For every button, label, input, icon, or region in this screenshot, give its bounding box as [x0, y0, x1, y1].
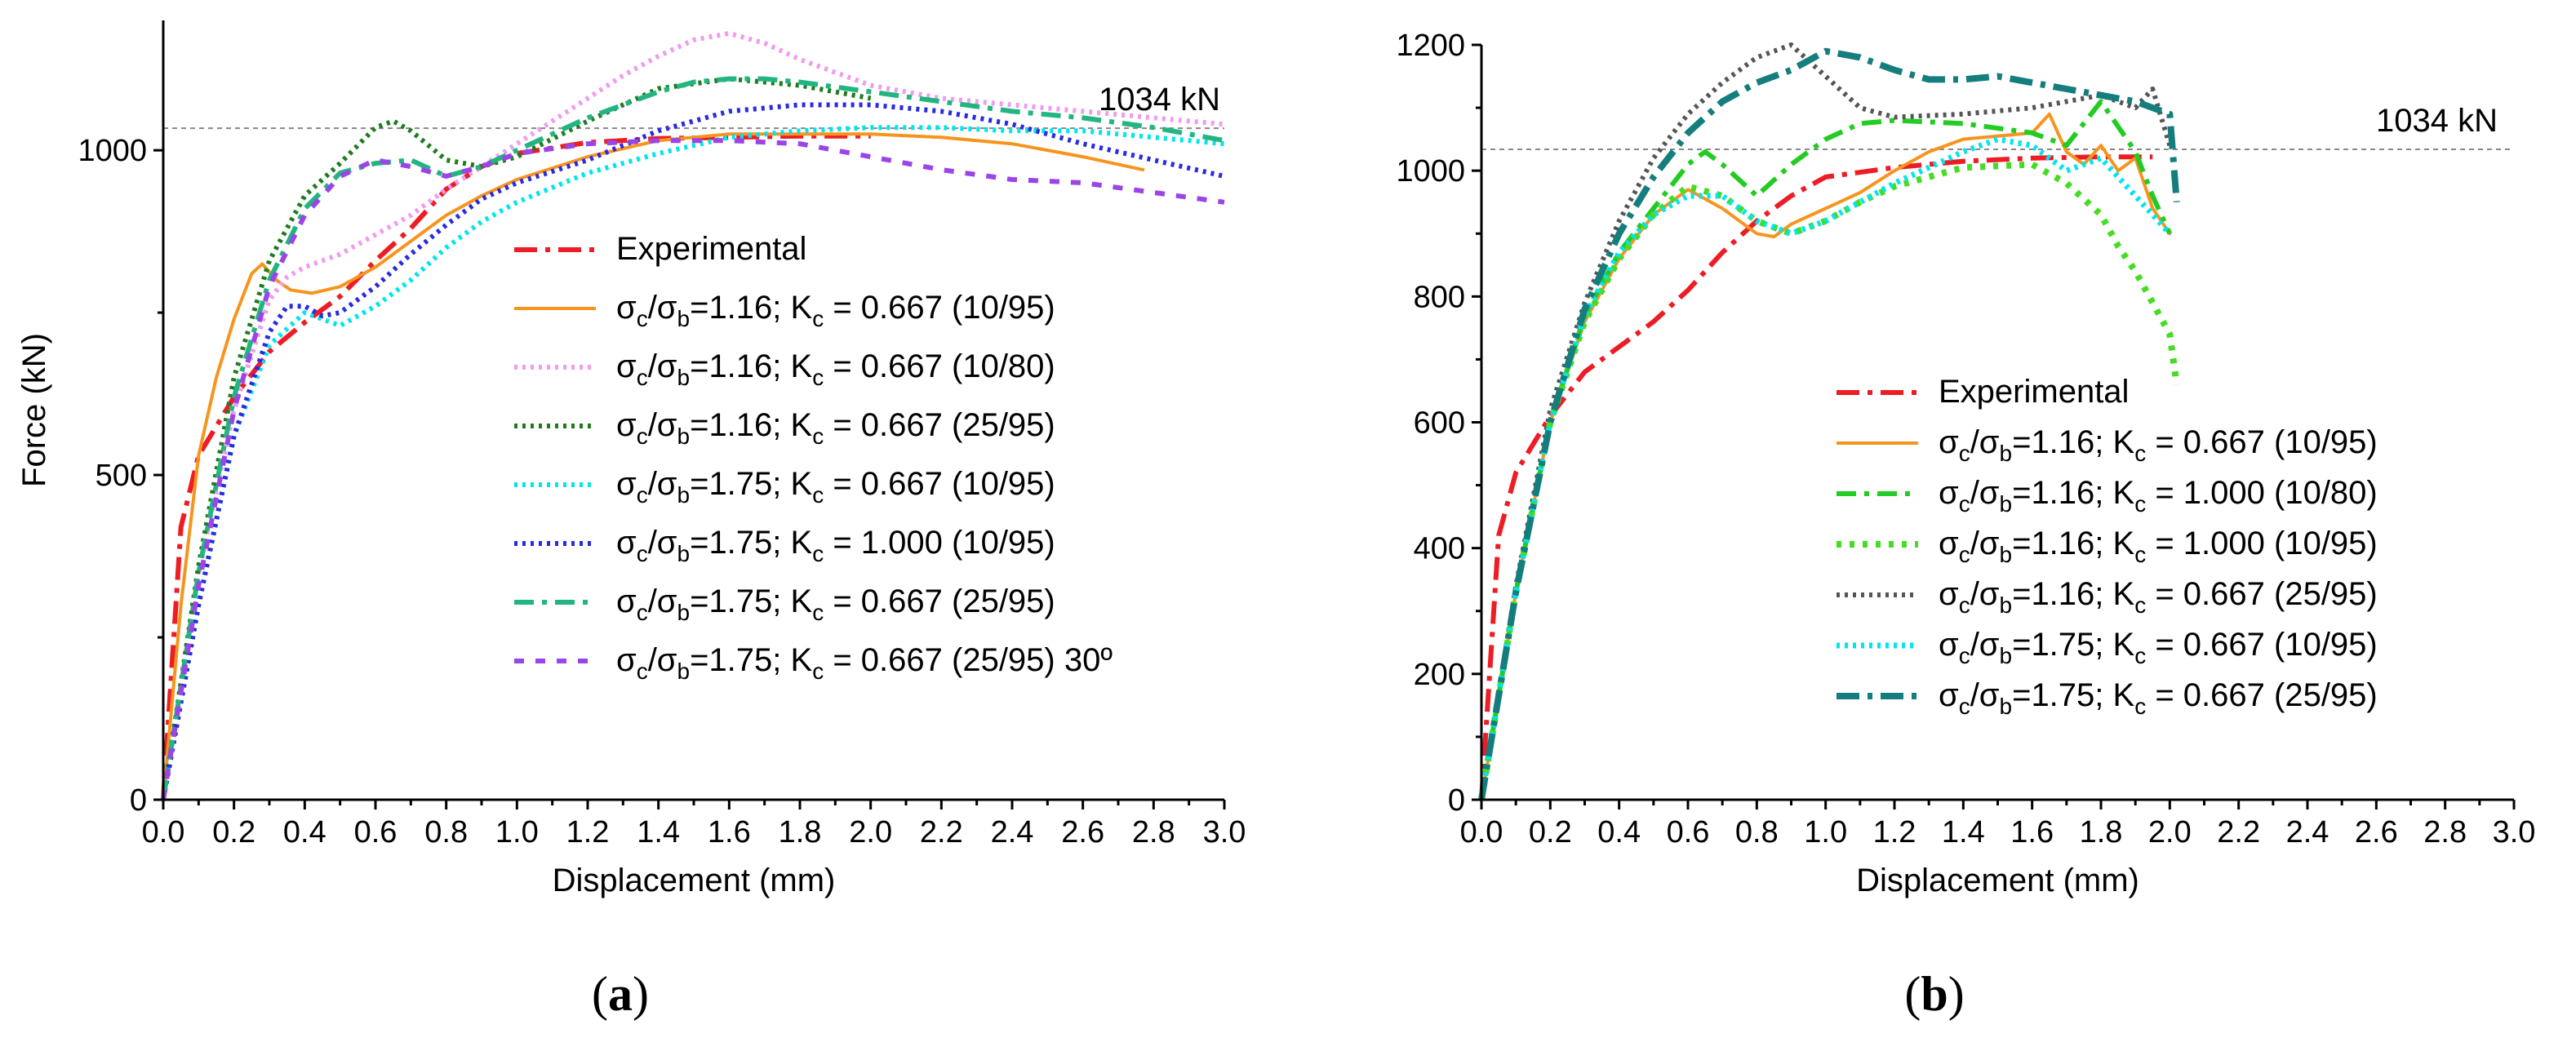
x-tick-label: 1.4 [1942, 815, 1985, 849]
x-tick-label: 2.0 [849, 815, 892, 849]
y-tick-label: 600 [1414, 406, 1465, 441]
x-axis-title: Displacement (mm) [553, 863, 836, 898]
x-tick-label: 3.0 [2493, 815, 2536, 849]
x-tick-label: 0.6 [1667, 815, 1710, 849]
y-tick-label: 200 [1414, 658, 1465, 692]
legend-label-6: σc/σb=1.75; Kc = 0.667 (10/95) [1939, 627, 2378, 668]
x-tick-label: 0.4 [1597, 815, 1641, 849]
y-tick-label: 1000 [78, 134, 147, 168]
y-tick-label: 400 [1414, 532, 1465, 566]
panel-a-label: (a) [592, 967, 649, 1021]
figure: 1034 kN 0.0 0.2 0.4 0.6 0.8 1.0 1.2 1.4 1.6 1.8 2.0… [0, 0, 2576, 1038]
x-tick-label: 1.2 [566, 815, 610, 849]
legend-label-7: σc/σb=1.75; Kc = 0.667 (25/95) [1939, 677, 2378, 719]
y-tick-label: 1200 [1396, 29, 1465, 63]
legend-label-6: σc/σb=1.75; Kc = 1.000 (10/95) [616, 525, 1055, 566]
y-tick-label: 0 [1448, 783, 1465, 818]
x-tick-label: 0.2 [1529, 815, 1572, 849]
x-tick-label: 0.8 [1735, 815, 1779, 849]
legend-label-1: Experimental [616, 231, 806, 267]
series-line-5 [163, 127, 1224, 800]
x-tick-label: 0.2 [212, 815, 255, 849]
x-tick-label: 2.4 [2286, 815, 2330, 849]
y-tick-label: 500 [95, 459, 147, 493]
x-tick-label: 0.4 [283, 815, 326, 849]
x-tick-label: 1.8 [779, 815, 822, 849]
x-tick-label: 3.0 [1203, 815, 1246, 849]
legend-label-3: σc/σb=1.16; Kc = 0.667 (10/80) [616, 348, 1055, 390]
x-tick-label: 1.2 [1873, 815, 1916, 849]
legend-label-5: σc/σb=1.75; Kc = 0.667 (10/95) [616, 466, 1055, 508]
x-tick-label: 0.0 [1460, 815, 1503, 849]
x-tick-label: 1.0 [495, 815, 539, 849]
x-tick-label: 0.6 [354, 815, 398, 849]
reference-line-label: 1034 kN [2376, 103, 2498, 139]
reference-line-label: 1034 kN [1099, 82, 1220, 118]
x-tick-label: 2.2 [2217, 815, 2260, 849]
series-line-6 [163, 105, 1224, 801]
y-tick-label: 800 [1414, 280, 1465, 314]
x-tick-label: 1.6 [708, 815, 751, 849]
x-tick-label: 1.4 [637, 815, 680, 849]
x-axis-title: Displacement (mm) [1856, 863, 2139, 898]
legend-label-2: σc/σb=1.16; Kc = 0.667 (10/95) [616, 290, 1055, 331]
x-tick-label: 2.2 [920, 815, 963, 849]
x-tick-label: 1.6 [2010, 815, 2054, 849]
legend-label-7: σc/σb=1.75; Kc = 0.667 (25/95) [616, 583, 1055, 625]
x-tick-label: 2.8 [2423, 815, 2467, 849]
x-tick-label: 1.8 [2080, 815, 2123, 849]
legend-label-4: σc/σb=1.16; Kc = 0.667 (25/95) [616, 407, 1055, 449]
y-tick-label: 0 [130, 783, 147, 818]
legend-label-4: σc/σb=1.16; Kc = 1.000 (10/95) [1939, 526, 2378, 567]
x-tick-label: 2.8 [1132, 815, 1175, 849]
legend-label-3: σc/σb=1.16; Kc = 1.000 (10/80) [1939, 475, 2378, 517]
x-tick-label: 2.4 [991, 815, 1034, 849]
x-tick-label: 0.8 [424, 815, 468, 849]
legend: Experimental σc/σb=1.16; Kc = 0.667 (10/9… [1837, 374, 2378, 719]
legend-label-1: Experimental [1939, 374, 2129, 410]
x-tick-label: 2.0 [2148, 815, 2192, 849]
legend-label-5: σc/σb=1.16; Kc = 0.667 (25/95) [1939, 576, 2378, 618]
x-tick-label: 1.0 [1804, 815, 1847, 849]
legend-label-2: σc/σb=1.16; Kc = 0.667 (10/95) [1939, 424, 2378, 466]
panel-b-label: (b) [1904, 967, 1964, 1021]
x-tick-label: 2.6 [1061, 815, 1104, 849]
legend: Experimental σc/σb=1.16; Kc = 0.667 (10/9… [514, 231, 1113, 684]
x-tick-label: 0.0 [142, 815, 185, 849]
legend-label-8: σc/σb=1.75; Kc = 0.667 (25/95) 30º [616, 642, 1113, 684]
x-tick-label: 2.6 [2355, 815, 2398, 849]
y-tick-label: 1000 [1396, 154, 1465, 189]
panel-b-chart: 1034 kN 0.0 0.2 0.4 0.6 0.8 1.0 1.2 1.4 1.6 1.8 2.0… [1396, 29, 2535, 898]
y-axis-title: Force (kN) [16, 333, 52, 487]
panel-a-chart: 1034 kN 0.0 0.2 0.4 0.6 0.8 1.0 1.2 1.4 1.6 1.8 2.0… [16, 20, 1246, 898]
